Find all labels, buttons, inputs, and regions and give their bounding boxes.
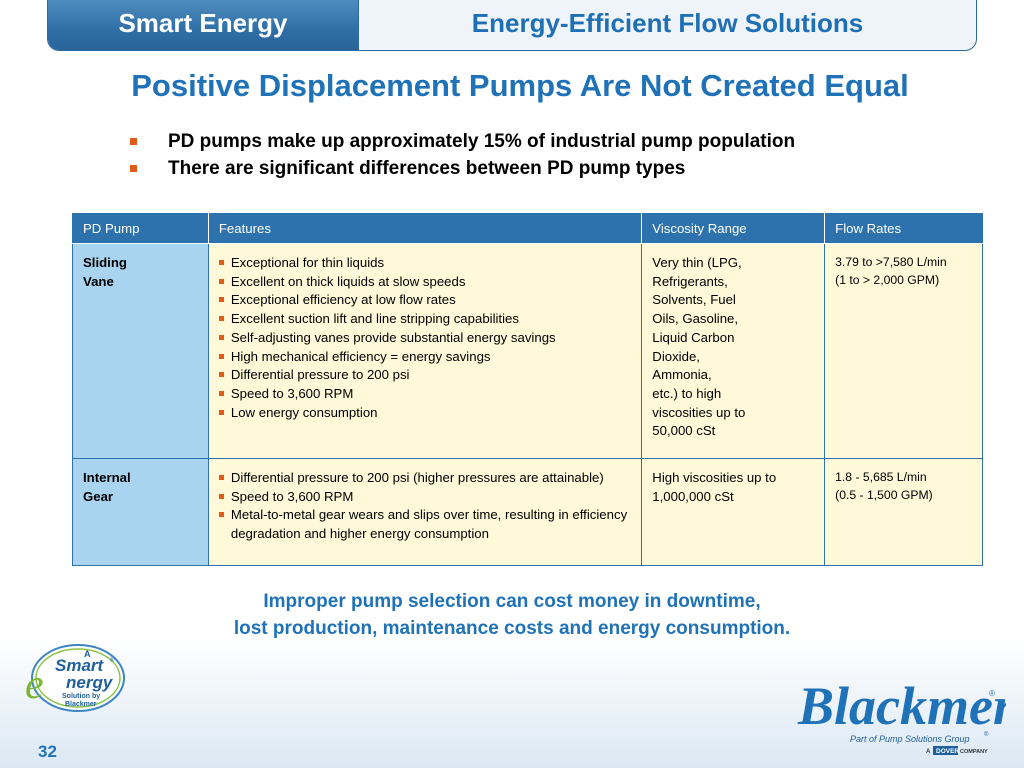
smart-energy-logo: A Smart nergy e ® Solution by Blackmer <box>25 644 125 712</box>
feature-item: Self-adjusting vanes provide substantial… <box>218 329 631 348</box>
column-header-pd-pump: PD Pump <box>72 213 209 244</box>
square-bullet-icon <box>130 138 137 145</box>
feature-item: Speed to 3,600 RPM <box>218 385 631 404</box>
column-header-flow-rates: Flow Rates <box>824 213 983 244</box>
pump-name-cell: Sliding Vane <box>72 243 209 459</box>
column-header-viscosity-range: Viscosity Range <box>641 213 826 244</box>
svg-text:Blackmer: Blackmer <box>65 701 97 708</box>
viscosity-cell: High viscosities up to 1,000,000 cSt <box>641 458 826 566</box>
bullet-item: PD pumps make up approximately 15% of in… <box>130 128 795 155</box>
features-cell: Differential pressure to 200 psi (higher… <box>207 458 643 566</box>
bullet-item: There are significant differences betwee… <box>130 155 795 182</box>
square-bullet-icon <box>218 334 224 340</box>
footer-callout: Improper pump selection can cost money i… <box>233 591 791 639</box>
intro-bullets: PD pumps make up approximately 15% of in… <box>130 128 795 182</box>
feature-item: Exceptional efficiency at low flow rates <box>218 291 631 310</box>
square-bullet-icon <box>218 278 224 284</box>
svg-text:®: ® <box>989 689 995 698</box>
feature-item: Speed to 3,600 RPM <box>218 488 631 507</box>
table-header-row: PD Pump Features Viscosity Range Flow Ra… <box>72 213 983 244</box>
svg-text:®: ® <box>984 731 989 738</box>
feature-item: Low energy consumption <box>218 404 631 423</box>
square-bullet-icon <box>130 165 137 172</box>
flow-rate-cell: 1.8 - 5,685 L/min (0.5 - 1,500 GPM) <box>824 458 983 566</box>
svg-text:Part of Pump Solutions Group: Part of Pump Solutions Group <box>850 734 970 744</box>
feature-item: Differential pressure to 200 psi <box>218 366 631 385</box>
feature-item: Excellent suction lift and line strippin… <box>218 310 631 329</box>
feature-item: Differential pressure to 200 psi (higher… <box>218 469 631 488</box>
feature-item: Exceptional for thin liquids <box>218 254 631 273</box>
svg-text:DOVER: DOVER <box>936 748 959 755</box>
feature-item: High mechanical efficiency = energy savi… <box>218 348 631 367</box>
brand-tab: Smart Energy <box>48 0 359 50</box>
section-title: Energy-Efficient Flow Solutions <box>471 8 864 38</box>
svg-text:Blackmer: Blackmer <box>797 676 1006 736</box>
square-bullet-icon <box>218 297 224 303</box>
viscosity-cell: Very thin (LPG, Refrigerants, Solvents, … <box>641 243 826 459</box>
square-bullet-icon <box>218 409 224 415</box>
svg-text:Smart: Smart <box>55 656 105 675</box>
page-number: 32 <box>38 742 57 761</box>
slide-title: Positive Displacement Pumps Are Not Crea… <box>131 68 909 103</box>
square-bullet-icon <box>218 353 224 359</box>
pump-name-cell: Internal Gear <box>72 458 209 566</box>
flow-rate-cell: 3.79 to >7,580 L/min (1 to > 2,000 GPM) <box>824 243 983 459</box>
feature-item: Metal-to-metal gear wears and slips over… <box>218 506 631 543</box>
square-bullet-icon <box>218 390 224 396</box>
square-bullet-icon <box>218 475 224 480</box>
svg-text:A: A <box>84 649 91 659</box>
blackmer-logo: Blackmer ® Part of Pump Solutions Group … <box>797 676 1006 755</box>
square-bullet-icon <box>218 512 224 518</box>
svg-text:®: ® <box>110 657 115 664</box>
svg-text:Solution by: Solution by <box>62 693 100 700</box>
column-header-features: Features <box>207 213 643 244</box>
slide-header: Smart Energy Energy-Efficient Flow Solut… <box>47 0 977 51</box>
square-bullet-icon <box>218 260 224 265</box>
svg-text:A: A <box>926 749 931 755</box>
pump-comparison-table: PD Pump Features Viscosity Range Flow Ra… <box>72 213 983 566</box>
svg-text:COMPANY: COMPANY <box>960 749 988 755</box>
square-bullet-icon <box>218 316 224 322</box>
svg-text:e: e <box>25 662 44 708</box>
table-row: Sliding Vane Exceptional for thin liquid… <box>72 243 983 459</box>
square-bullet-icon <box>218 493 224 499</box>
feature-item: Excellent on thick liquids at slow speed… <box>218 273 631 292</box>
square-bullet-icon <box>218 372 224 378</box>
background-gradient <box>0 638 1024 768</box>
features-cell: Exceptional for thin liquids Excellent o… <box>207 243 643 459</box>
svg-text:nergy: nergy <box>66 673 114 692</box>
table-row: Internal Gear Differential pressure to 2… <box>72 458 983 566</box>
